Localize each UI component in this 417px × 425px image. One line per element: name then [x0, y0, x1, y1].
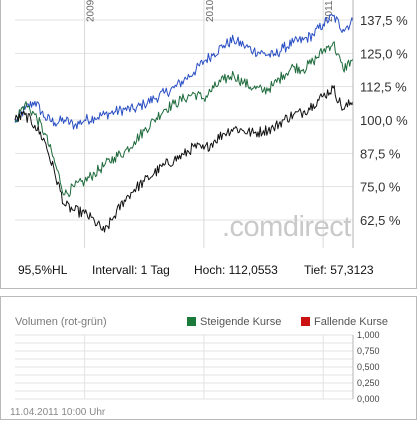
series-line-2	[14, 41, 354, 198]
volume-y-tick-label: 0,500	[357, 362, 380, 372]
timestamp: 11.04.2011 10:00 Uhr	[10, 407, 106, 418]
y-tick-label: 62,5 %	[360, 213, 401, 228]
legend-falling: Fallende Kurse	[301, 316, 388, 328]
price-chart-panel: 2009 2010 2011 .comdirect 137,5 % 125,0 % 11…	[0, 0, 417, 289]
y-tick-label: 137,5 %	[360, 13, 408, 28]
stat-level: 95,5%HL	[18, 263, 68, 277]
series-line-1	[14, 14, 354, 130]
year-label: 2009	[86, 0, 97, 22]
legend-rising-label: Steigende Kurse	[200, 316, 282, 328]
stat-interval: Intervall: 1 Tag	[92, 263, 170, 277]
y-tick-label: 75,0 %	[360, 180, 401, 195]
volume-y-tick-label: 0,000	[357, 394, 380, 404]
legend-rising-swatch	[187, 317, 196, 326]
volume-chart: 1,000 0,750 0,500 0,250 0,000	[15, 330, 380, 404]
y-tick-label: 112,5 %	[360, 80, 407, 95]
volume-panel: Volumen (rot-grün) Steigende Kurse Falle…	[0, 296, 417, 420]
legend-rising: Steigende Kurse	[187, 316, 281, 328]
volume-y-tick-label: 1,000	[357, 330, 380, 340]
legend-falling-label: Fallende Kurse	[314, 316, 388, 328]
price-chart: 2009 2010 2011 .comdirect 137,5 % 125,0 % 11…	[14, 0, 408, 248]
watermark: .comdirect	[222, 211, 351, 243]
volume-y-tick-label: 0,250	[357, 378, 380, 388]
stat-low: Tief: 57,3123	[304, 263, 374, 277]
stat-high: Hoch: 112,0553	[194, 263, 278, 277]
volume-y-tick-label: 0,750	[357, 346, 380, 356]
y-tick-label: 87,5 %	[360, 146, 401, 161]
year-label: 2010	[205, 0, 216, 22]
chart-stats: 95,5%HL Intervall: 1 Tag Hoch: 112,0553 …	[1, 263, 417, 281]
year-label: 2011	[324, 0, 335, 22]
y-tick-label: 125,0 %	[360, 46, 408, 61]
volume-title: Volumen (rot-grün)	[15, 316, 107, 328]
legend-falling-swatch	[301, 317, 310, 326]
series-line-3	[14, 85, 354, 233]
y-tick-label: 100,0 %	[360, 113, 408, 128]
